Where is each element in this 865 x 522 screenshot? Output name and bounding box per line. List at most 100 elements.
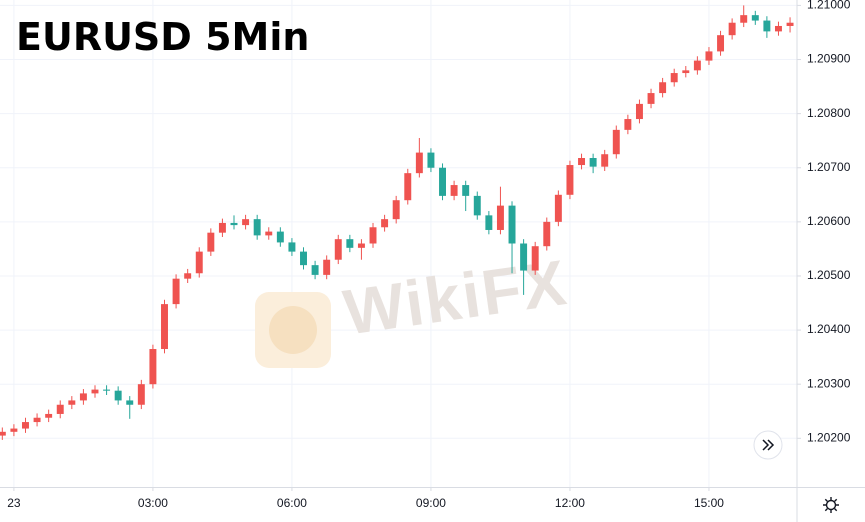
candle-body (415, 152, 423, 174)
candle (520, 239, 528, 295)
y-tick-label: 1.20700 (807, 160, 851, 174)
candle (381, 214, 389, 232)
scroll-button[interactable] (753, 430, 783, 460)
candle (218, 218, 226, 238)
candle (554, 190, 562, 227)
candle-body (786, 22, 794, 26)
candle (276, 227, 284, 247)
candle-body (578, 158, 586, 166)
candle (68, 396, 76, 410)
candle (230, 215, 238, 230)
candle-body (114, 390, 122, 401)
candles (0, 5, 794, 440)
candle-body (693, 60, 701, 71)
candle-body (404, 173, 412, 201)
candle (288, 238, 296, 256)
candle (334, 234, 342, 265)
candle (137, 379, 145, 410)
x-tick-label: 03:00 (138, 496, 168, 510)
candle (635, 99, 643, 124)
candle-body (717, 35, 725, 52)
candle (693, 56, 701, 75)
settings-button[interactable] (823, 497, 839, 513)
candle (670, 68, 678, 87)
candle (786, 17, 794, 33)
candle (300, 247, 307, 270)
candle-body (473, 195, 481, 216)
candle (682, 66, 690, 78)
candle (624, 114, 632, 135)
candle (149, 344, 157, 389)
candle-body (323, 259, 331, 275)
settings-icon-spokes[interactable] (823, 497, 839, 513)
candle (705, 47, 713, 65)
candle (450, 180, 458, 201)
candle-body (126, 400, 134, 405)
candle (647, 88, 655, 109)
candle-body (763, 20, 771, 32)
candle (531, 241, 539, 275)
candle-body (218, 222, 226, 233)
candle (589, 153, 597, 174)
y-tick-label: 1.20900 (807, 52, 851, 66)
y-tick-label: 1.20600 (807, 214, 851, 228)
candle (578, 153, 586, 170)
candle-body (56, 404, 64, 414)
candle-body (635, 103, 643, 120)
x-tick-label: 12:00 (555, 496, 585, 510)
candle-body (705, 51, 713, 61)
candle (543, 217, 551, 251)
candle-body (520, 243, 528, 271)
candle (485, 211, 493, 235)
candle-body (45, 413, 53, 418)
candle-body (33, 417, 41, 423)
y-tick-label: 1.21000 (807, 0, 851, 12)
candle-body (276, 231, 284, 243)
candle-body (334, 239, 342, 260)
candle-body (253, 219, 261, 236)
candle (91, 385, 99, 398)
candle-body (311, 265, 319, 275)
candle (473, 191, 481, 220)
candle-body (149, 349, 157, 385)
candle-body (485, 215, 493, 230)
candle-body (728, 22, 736, 36)
candle (751, 10, 759, 25)
candle-body (207, 232, 215, 252)
candle (172, 274, 180, 309)
candle (439, 163, 446, 201)
scroll-icon[interactable] (762, 439, 775, 451)
candle (242, 214, 250, 230)
candle (462, 180, 470, 212)
candle-body (10, 428, 18, 432)
grid (0, 0, 797, 487)
candle (207, 228, 215, 256)
watermark-logo-mark (269, 306, 317, 354)
candle-body (265, 231, 273, 236)
candle-body (184, 273, 192, 279)
candle-body (392, 200, 400, 220)
candle (103, 385, 111, 396)
candle-body (508, 205, 516, 244)
y-tick-label: 1.20800 (807, 106, 851, 120)
candle (126, 396, 134, 419)
candle (357, 239, 365, 260)
x-tick-label: 15:00 (694, 496, 724, 510)
candle (323, 255, 331, 280)
candle-body (774, 25, 782, 32)
candle (195, 247, 203, 278)
x-tick-label: 23 (7, 496, 21, 510)
candle-body (462, 185, 470, 196)
candle-body (195, 251, 203, 274)
candle (56, 400, 64, 419)
candle (659, 77, 667, 98)
candle-body (172, 278, 180, 305)
candle-body (751, 15, 759, 21)
candle-body (161, 304, 168, 350)
candle-body (288, 242, 296, 252)
settings-icon[interactable] (825, 499, 837, 511)
candle-body (242, 219, 250, 226)
candle-body (137, 384, 145, 405)
candle (566, 160, 574, 200)
